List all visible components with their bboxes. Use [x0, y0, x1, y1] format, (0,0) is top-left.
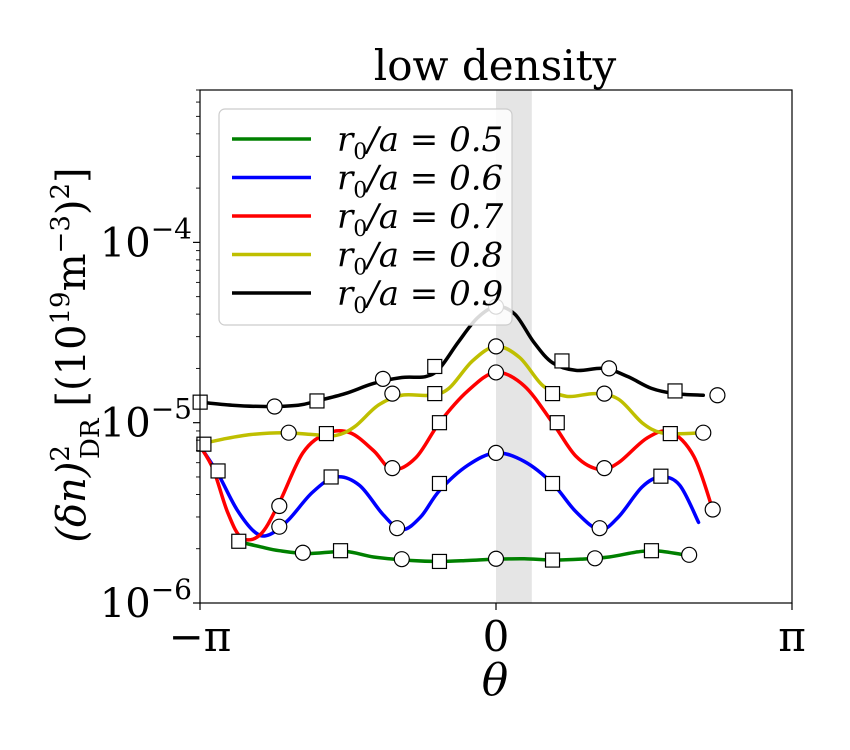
marker-square-s2-6 — [544, 475, 561, 492]
marker-square-s5-3 — [309, 393, 325, 409]
legend-label-sub: 0 — [353, 256, 367, 281]
legend: r0/a = 0.5r0/a = 0.6r0/a = 0.7r0/a = 0.8… — [218, 108, 513, 326]
legend-label-sub: 0 — [353, 179, 367, 204]
marker-square-s5-7 — [554, 353, 570, 369]
y-label-units-sq: 2 — [46, 183, 76, 200]
series-line-3 — [200, 370, 715, 542]
marker-circle-s4-2 — [280, 424, 297, 441]
y-label-base: (δn) — [49, 462, 95, 543]
marker-circle-s5-4 — [374, 370, 392, 387]
x-tick-label-3: π — [778, 612, 806, 661]
marker-circle-s1-6 — [487, 550, 505, 567]
marker-square-s4-7 — [544, 385, 561, 402]
legend-box — [218, 108, 513, 326]
marker-circle-s2-3 — [388, 520, 406, 537]
y-label-units-exp2: −3 — [46, 215, 76, 253]
y-label-sup: 2 — [46, 445, 76, 462]
marker-circle-s3-5 — [487, 364, 505, 381]
marker-circle-s5-8 — [600, 360, 618, 377]
legend-label-sub: 0 — [353, 140, 367, 165]
plot-area — [192, 89, 793, 604]
x-tick-label-2: 0 — [483, 612, 510, 661]
y-tick-label-3: 10−4 — [100, 212, 192, 266]
marker-square-s5-5 — [427, 358, 443, 375]
y-label-units-end: ] — [49, 167, 95, 183]
marker-circle-s5-10 — [709, 387, 726, 404]
legend-label-var: r — [337, 236, 355, 276]
y-tick-exp: −5 — [151, 393, 192, 426]
marker-circle-s3-3 — [384, 459, 401, 477]
marker-square-s2-2 — [323, 469, 339, 485]
marker-circle-s1-4 — [393, 551, 410, 568]
series-markers — [192, 298, 726, 570]
legend-label-var: r — [337, 197, 355, 237]
y-tick-base: 10 — [100, 220, 151, 266]
marker-circle-s3-2 — [271, 497, 288, 515]
marker-square-s3-6 — [549, 415, 565, 431]
marker-square-s3-1 — [210, 463, 226, 479]
y-label-units-open: [(10 — [49, 324, 95, 406]
y-tick-exp: −4 — [151, 212, 192, 245]
marker-square-s1-1 — [231, 533, 247, 549]
chart-title: low density — [374, 41, 617, 90]
marker-circle-s3-7 — [596, 459, 613, 477]
marker-square-s1-7 — [544, 552, 561, 568]
legend-label-rest: /a = 0.8 — [364, 236, 503, 276]
legend-label-rest: /a = 0.5 — [364, 120, 503, 160]
y-axis-label: (δn)2DR[(1019m−3)2] — [46, 167, 106, 542]
marker-square-s5-9 — [667, 383, 683, 399]
marker-circle-s3-8 — [704, 501, 721, 518]
y-tick-exp: −6 — [151, 573, 192, 606]
legend-label-sub: 0 — [353, 217, 367, 242]
legend-label-sub: 0 — [353, 294, 367, 319]
series-line-2 — [200, 444, 701, 538]
legend-label-1: r0/a = 0.5 — [337, 120, 503, 165]
legend-label-var: r — [337, 159, 355, 199]
marker-square-s4-5 — [427, 385, 443, 402]
marker-square-s4-1 — [196, 436, 212, 452]
legend-label-var: r — [337, 274, 355, 314]
marker-circle-s5-2 — [266, 398, 283, 415]
y-tick-label-2: 10−5 — [100, 393, 192, 447]
marker-circle-s2-5 — [487, 444, 505, 461]
marker-square-s2-4 — [431, 475, 448, 492]
marker-square-s3-4 — [431, 415, 448, 431]
marker-circle-s4-10 — [695, 424, 712, 441]
marker-square-s2-8 — [653, 468, 669, 484]
marker-square-s1-9 — [643, 543, 660, 559]
legend-label-4: r0/a = 0.8 — [337, 236, 503, 281]
y-tick-base: 10 — [100, 581, 151, 627]
axis-ticks: −π 0 π10−610−510−4 — [100, 89, 806, 661]
marker-circle-s2-1 — [271, 518, 288, 535]
y-tick-label-1: 10−6 — [100, 573, 192, 627]
legend-label-rest: /a = 0.9 — [364, 274, 503, 314]
legend-label-rest: /a = 0.6 — [364, 159, 503, 199]
legend-label-5: r0/a = 0.9 — [337, 274, 503, 319]
legend-label-3: r0/a = 0.7 — [337, 197, 504, 242]
marker-square-s1-3 — [332, 543, 349, 559]
legend-label-2: r0/a = 0.6 — [337, 159, 503, 204]
marker-circle-s1-10 — [681, 546, 698, 563]
marker-circle-s4-6 — [487, 338, 505, 355]
marker-square-s4-3 — [318, 425, 335, 442]
series-line-4 — [200, 344, 706, 446]
y-label-units-mid: m — [49, 253, 95, 291]
y-label-units-exp: 19 — [46, 291, 76, 324]
legend-label-var: r — [337, 120, 355, 160]
marker-square-s1-5 — [431, 553, 448, 570]
marker-circle-s2-7 — [591, 520, 608, 537]
marker-circle-s1-2 — [294, 544, 311, 561]
marker-circle-s4-8 — [596, 385, 613, 402]
marker-circle-s4-4 — [384, 385, 401, 402]
x-axis-label: θ — [482, 655, 509, 706]
y-label-sub: DR — [76, 417, 106, 459]
marker-circle-s1-8 — [586, 550, 604, 567]
y-label-units-close: ) — [49, 200, 95, 216]
marker-square-s4-9 — [662, 425, 678, 442]
x-tick-label-1: −π — [169, 612, 232, 661]
y-tick-base: 10 — [100, 401, 151, 447]
legend-label-rest: /a = 0.7 — [364, 197, 503, 237]
